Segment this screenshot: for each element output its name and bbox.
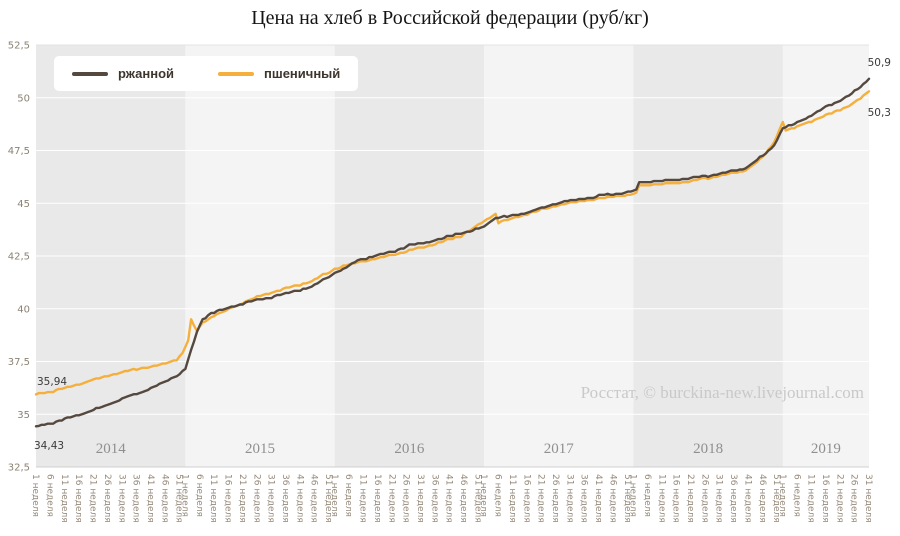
x-tick-label: 26 неделя	[699, 474, 709, 523]
x-tick-label: 11 неделя	[507, 474, 517, 523]
x-tick-label: 16 неделя	[671, 474, 681, 523]
x-tick-label: 41 неделя	[444, 474, 454, 523]
x-tick-label: 1 неделя	[777, 474, 787, 517]
x-tick-label: 16 неделя	[820, 474, 830, 523]
annotation-rye-end-value: 50,9	[867, 57, 891, 69]
x-tick-label: 51 неделя	[473, 474, 483, 523]
x-tick-label: 41 неделя	[593, 474, 603, 523]
x-tick-label: 31 неделя	[266, 474, 276, 523]
y-tick-label: 37,5	[8, 357, 30, 368]
x-tick-label: 31 неделя	[415, 474, 425, 523]
legend-label-wheat: пшеничный	[264, 66, 341, 81]
x-tick-label: 46 неделя	[159, 474, 169, 523]
year-label: 2017	[544, 441, 575, 457]
y-tick-label: 52,5	[8, 41, 30, 52]
chart-title: Цена на хлеб в Российской федерации (руб…	[251, 7, 649, 29]
x-tick-label: 31 неделя	[564, 474, 574, 523]
y-tick-label: 32,5	[8, 463, 30, 474]
year-label: 2019	[811, 441, 841, 457]
x-tick-label: 31 неделя	[116, 474, 126, 523]
legend-item-wheat: пшеничный	[218, 66, 340, 81]
x-tick-label: 51 неделя	[174, 474, 184, 523]
x-tick-label: 11 неделя	[656, 474, 666, 523]
x-tick-label: 26 неделя	[550, 474, 560, 523]
x-tick-label: 16 неделя	[521, 474, 531, 523]
x-tick-label: 6 неделя	[194, 474, 204, 517]
x-tick-label: 1 неделя	[628, 474, 638, 517]
x-tick-label: 31 неделя	[863, 474, 873, 523]
x-tick-label: 26 неделя	[401, 474, 411, 523]
series-line-rye	[34, 77, 871, 428]
x-tick-label: 21 неделя	[88, 474, 98, 523]
x-tick-label: 21 неделя	[834, 474, 844, 523]
wheat-line-swatch	[218, 71, 255, 76]
x-tick-label: 6 неделя	[791, 474, 801, 517]
year-label: 2016	[394, 441, 425, 457]
x-tick-label: 16 неделя	[372, 474, 382, 523]
x-tick-label: 46 неделя	[458, 474, 468, 523]
x-tick-label: 1 неделя	[478, 474, 488, 517]
x-tick-label: 51 неделя	[622, 474, 632, 523]
x-tick-label: 6 неделя	[493, 474, 503, 517]
x-tick-label: 1 неделя	[30, 474, 40, 517]
y-tick-label: 45	[17, 199, 30, 210]
year-label: 2015	[245, 441, 275, 457]
x-tick-label: 36 неделя	[579, 474, 589, 523]
x-tick-label: 36 неделя	[131, 474, 141, 523]
legend: ржанной пшеничный	[54, 56, 359, 91]
x-tick-label: 26 неделя	[849, 474, 859, 523]
x-tick-label: 21 неделя	[386, 474, 396, 523]
x-tick-label: 6 неделя	[343, 474, 353, 517]
x-tick-label: 26 неделя	[102, 474, 112, 523]
x-tick-label: 41 неделя	[743, 474, 753, 523]
legend-label-rye: ржанной	[118, 66, 175, 81]
x-tick-label: 11 неделя	[358, 474, 368, 523]
annotation-rye-start-value: 34,43	[34, 440, 65, 452]
x-tick-label: 46 неделя	[309, 474, 319, 523]
annotation-wheat-end-value: 50,3	[867, 107, 891, 119]
year-label: 2018	[693, 441, 723, 457]
x-tick-label: 41 неделя	[145, 474, 155, 523]
x-tick-label: 11 неделя	[59, 474, 69, 523]
y-tick-label: 50	[17, 93, 30, 104]
x-tick-label: 46 неделя	[757, 474, 767, 523]
annotation-wheat-start-value: 35,94	[37, 376, 68, 388]
y-tick-label: 47,5	[8, 146, 30, 157]
x-tick-label: 11 неделя	[208, 474, 218, 523]
x-tick-label: 36 неделя	[429, 474, 439, 523]
x-tick-label: 36 неделя	[728, 474, 738, 523]
series-line-wheat	[34, 90, 871, 396]
y-tick-label: 40	[17, 304, 30, 315]
x-tick-label: 36 неделя	[280, 474, 290, 523]
legend-item-rye: ржанной	[72, 66, 174, 81]
x-tick-label: 26 неделя	[251, 474, 261, 523]
x-tick-label: 6 неделя	[642, 474, 652, 517]
x-tick-label: 41 неделя	[294, 474, 304, 523]
x-tick-label: 21 неделя	[536, 474, 546, 523]
x-tick-label: 31 неделя	[714, 474, 724, 523]
x-tick-label: 46 неделя	[608, 474, 618, 523]
x-tick-label: 51 неделя	[771, 474, 781, 523]
x-tick-label: 51 неделя	[323, 474, 333, 523]
x-tick-label: 6 неделя	[45, 474, 55, 517]
y-tick-label: 42,5	[8, 252, 30, 263]
rye-line-swatch	[72, 71, 108, 76]
x-tick-label: 1 неделя	[329, 474, 339, 517]
year-label: 2014	[96, 441, 127, 457]
x-tick-label: 11 неделя	[806, 474, 816, 523]
x-tick-label: 21 неделя	[685, 474, 695, 523]
x-tick-label: 16 неделя	[73, 474, 83, 523]
x-tick-label: 16 неделя	[223, 474, 233, 523]
watermark: Росстат, © burckina-new.livejournal.com	[580, 383, 864, 402]
y-tick-label: 35	[17, 410, 30, 421]
x-tick-label: 21 неделя	[237, 474, 247, 523]
x-tick-label: 1 неделя	[180, 474, 190, 517]
